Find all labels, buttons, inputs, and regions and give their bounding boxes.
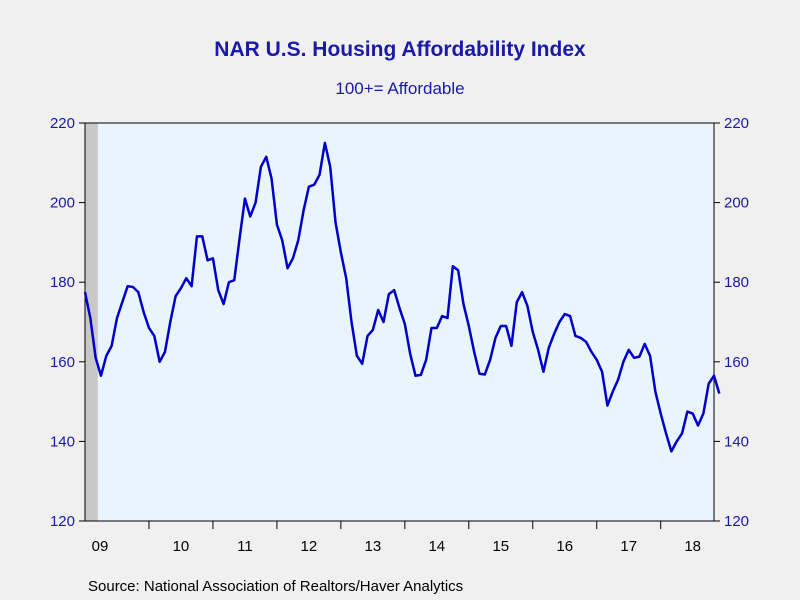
x-tick-label: 13 xyxy=(365,538,382,555)
y-tick-label-right: 140 xyxy=(724,433,749,450)
chart-subtitle: 100+= Affordable xyxy=(335,79,465,98)
x-tick-label: 18 xyxy=(684,538,701,555)
y-tick-label-right: 220 xyxy=(724,115,749,132)
y-tick-label-right: 120 xyxy=(724,513,749,530)
y-tick-label-right: 200 xyxy=(724,195,749,212)
x-tick-label: 12 xyxy=(301,538,318,555)
x-tick-label: 14 xyxy=(428,538,445,555)
y-tick-label-left: 160 xyxy=(50,354,75,371)
chart-title: NAR U.S. Housing Affordability Index xyxy=(214,38,586,61)
x-tick-label: 10 xyxy=(173,538,190,555)
y-tick-label-left: 140 xyxy=(50,433,75,450)
y-tick-label-left: 180 xyxy=(50,274,75,291)
plot-frame xyxy=(84,122,715,522)
x-tick-label: 17 xyxy=(620,538,637,555)
plot-area xyxy=(85,123,714,521)
x-tick-label: 16 xyxy=(556,538,573,555)
series-line xyxy=(83,141,721,453)
y-tick-label-left: 220 xyxy=(50,115,75,132)
x-tick-label: 11 xyxy=(237,538,253,555)
x-tick-label: 15 xyxy=(492,538,509,555)
y-tick-label-right: 160 xyxy=(724,354,749,371)
y-tick-label-left: 200 xyxy=(50,195,75,212)
y-tick-label-left: 120 xyxy=(50,513,75,530)
x-tick-label: 09 xyxy=(92,538,109,555)
y-tick-label-right: 180 xyxy=(724,274,749,291)
source-note: Source: National Association of Realtors… xyxy=(88,578,464,595)
